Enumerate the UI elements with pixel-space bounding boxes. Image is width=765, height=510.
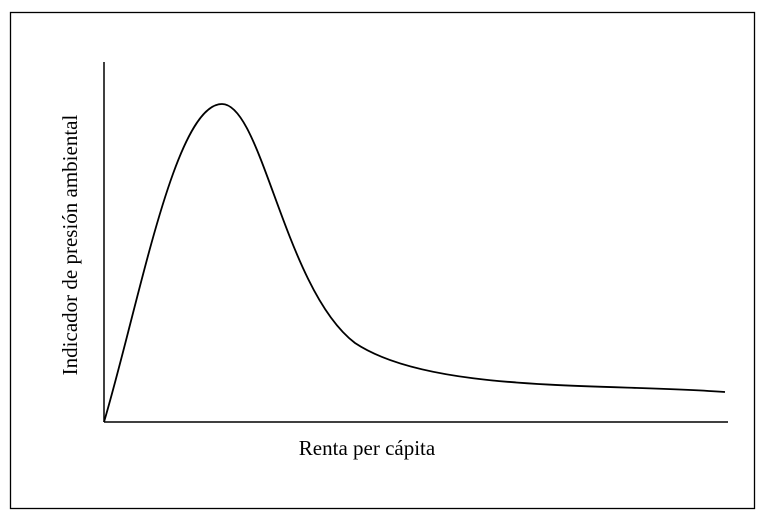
frame <box>9 11 756 510</box>
curve <box>103 103 726 423</box>
x-axis-label: Renta per cápita <box>299 436 436 460</box>
y-axis-label: Indicador de presión ambiental <box>58 115 82 376</box>
